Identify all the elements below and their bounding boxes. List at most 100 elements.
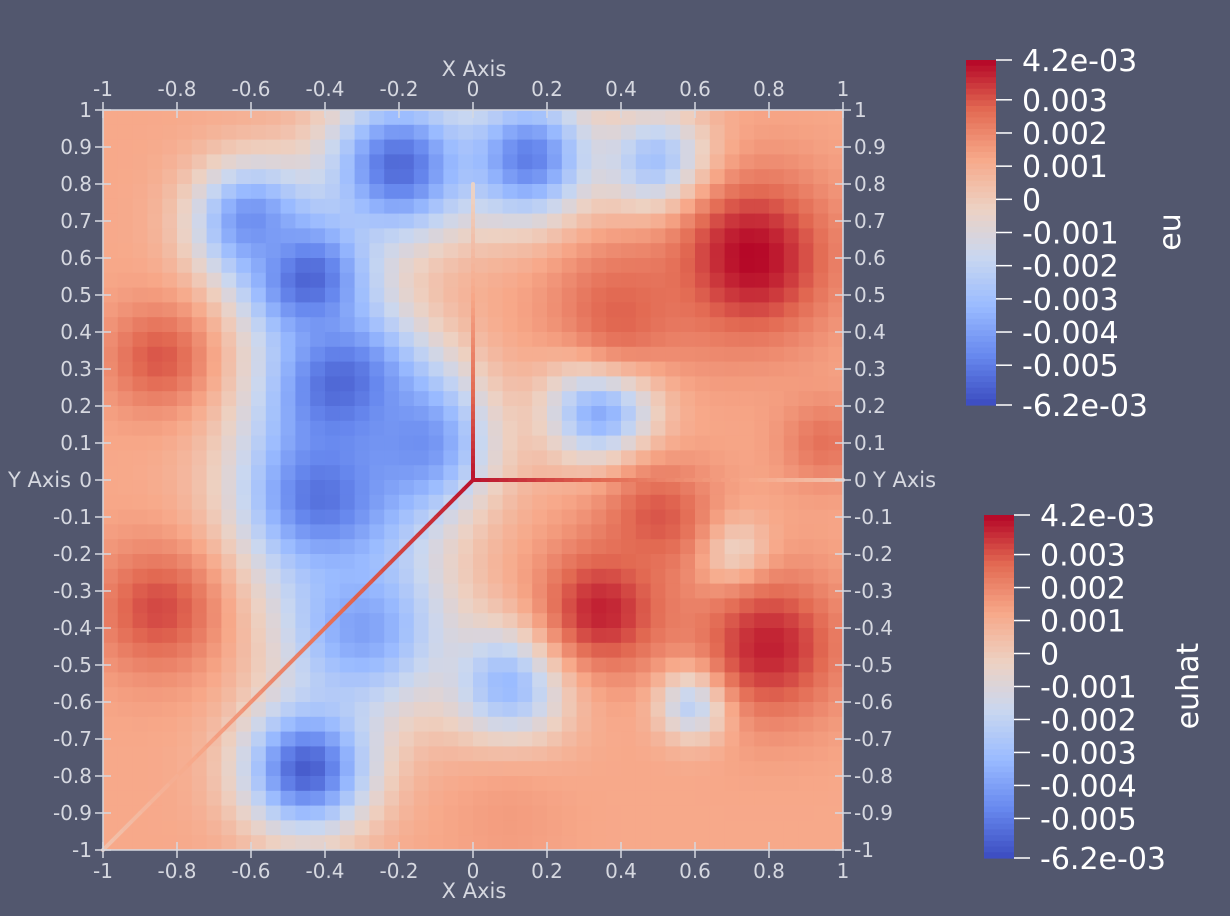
field-cell	[473, 317, 489, 333]
field-cell	[265, 761, 282, 777]
field-cell	[191, 568, 208, 585]
field-cell	[576, 731, 592, 747]
field-cell	[162, 258, 178, 274]
field-cell	[428, 391, 444, 407]
field-cell	[547, 716, 563, 733]
field-cell	[473, 761, 489, 777]
field-cell	[813, 702, 829, 718]
field-cell	[103, 406, 119, 422]
field-cell	[695, 258, 711, 274]
field-cell	[739, 346, 755, 363]
field-cell	[635, 776, 652, 792]
field-cell	[665, 509, 681, 525]
field-cell	[458, 124, 474, 141]
field-cell	[502, 435, 518, 451]
field-cell	[487, 672, 504, 688]
euhat-line-segment-2	[184, 755, 198, 769]
field-cell	[458, 465, 474, 481]
field-cell	[236, 598, 252, 614]
field-cell	[295, 687, 311, 703]
field-cell	[576, 213, 592, 229]
field-cell	[754, 302, 770, 318]
field-cell	[428, 332, 444, 348]
y-tick-label-right: 0.7	[854, 209, 886, 233]
field-cell	[724, 539, 740, 555]
field-cell	[606, 391, 622, 407]
field-cell	[547, 139, 563, 155]
field-cell	[547, 258, 563, 274]
field-cell	[117, 509, 134, 525]
euhat-line-segment-2	[369, 570, 383, 584]
field-cell	[769, 702, 785, 718]
field-cell	[103, 346, 119, 363]
field-cell	[280, 154, 296, 170]
field-cell	[828, 494, 843, 511]
field-cell	[739, 716, 755, 733]
field-cell	[828, 642, 843, 659]
euhat-line-segment-2	[138, 801, 152, 815]
field-cell	[280, 568, 296, 585]
field-cell	[502, 539, 518, 555]
field-cell	[443, 198, 459, 215]
field-cell	[221, 361, 237, 377]
field-cell	[117, 598, 134, 614]
field-cell	[724, 272, 740, 289]
field-cell	[413, 169, 430, 185]
field-cell	[117, 776, 134, 792]
field-cell	[621, 524, 637, 540]
field-cell	[162, 554, 178, 570]
colorbar-euhat-tick-label: -0.005	[1040, 802, 1137, 837]
field-cell	[606, 198, 622, 215]
field-cell	[813, 110, 829, 126]
euhat-line-segment-2	[360, 579, 374, 593]
field-cell	[798, 805, 814, 821]
field-cell	[487, 213, 504, 229]
field-cell	[280, 539, 296, 555]
field-cell	[369, 243, 385, 259]
field-cell	[103, 672, 119, 688]
field-cell	[162, 583, 178, 599]
field-cell	[739, 213, 755, 229]
field-cell	[547, 524, 563, 540]
field-cell	[502, 494, 518, 511]
field-cell	[191, 820, 208, 836]
field-cell	[591, 776, 607, 792]
field-cell	[117, 139, 134, 155]
field-cell	[798, 391, 814, 407]
x-tick-label-top: -0.4	[305, 77, 344, 101]
colorbar-eu-swatch	[966, 387, 996, 395]
field-cell	[561, 287, 578, 303]
field-cell	[413, 509, 430, 525]
field-cell	[650, 613, 666, 629]
field-cell	[487, 391, 504, 407]
field-cell	[354, 184, 370, 200]
field-cell	[798, 139, 814, 155]
field-cell	[769, 494, 785, 511]
field-cell	[517, 435, 533, 451]
field-cell	[621, 539, 637, 555]
field-cell	[561, 169, 578, 185]
field-cell	[206, 139, 222, 155]
field-cell	[665, 613, 681, 629]
field-cell	[532, 761, 548, 777]
field-cell	[487, 554, 504, 570]
field-cell	[310, 776, 326, 792]
y-tick-label-left: 0.5	[60, 283, 92, 307]
field-cell	[798, 317, 814, 333]
field-cell	[354, 302, 370, 318]
field-cell	[739, 420, 755, 437]
y-tick-label-left: -1	[72, 838, 92, 862]
field-cell	[754, 317, 770, 333]
field-cell	[576, 287, 592, 303]
field-cell	[399, 805, 415, 821]
field-cell	[399, 391, 415, 407]
field-cell	[325, 539, 341, 555]
field-cell	[399, 450, 415, 466]
field-cell	[783, 361, 800, 377]
field-cell	[783, 628, 800, 644]
field-cell	[206, 480, 222, 496]
field-cell	[502, 243, 518, 259]
colorbar-eu-swatch	[966, 209, 996, 216]
field-cell	[162, 169, 178, 185]
